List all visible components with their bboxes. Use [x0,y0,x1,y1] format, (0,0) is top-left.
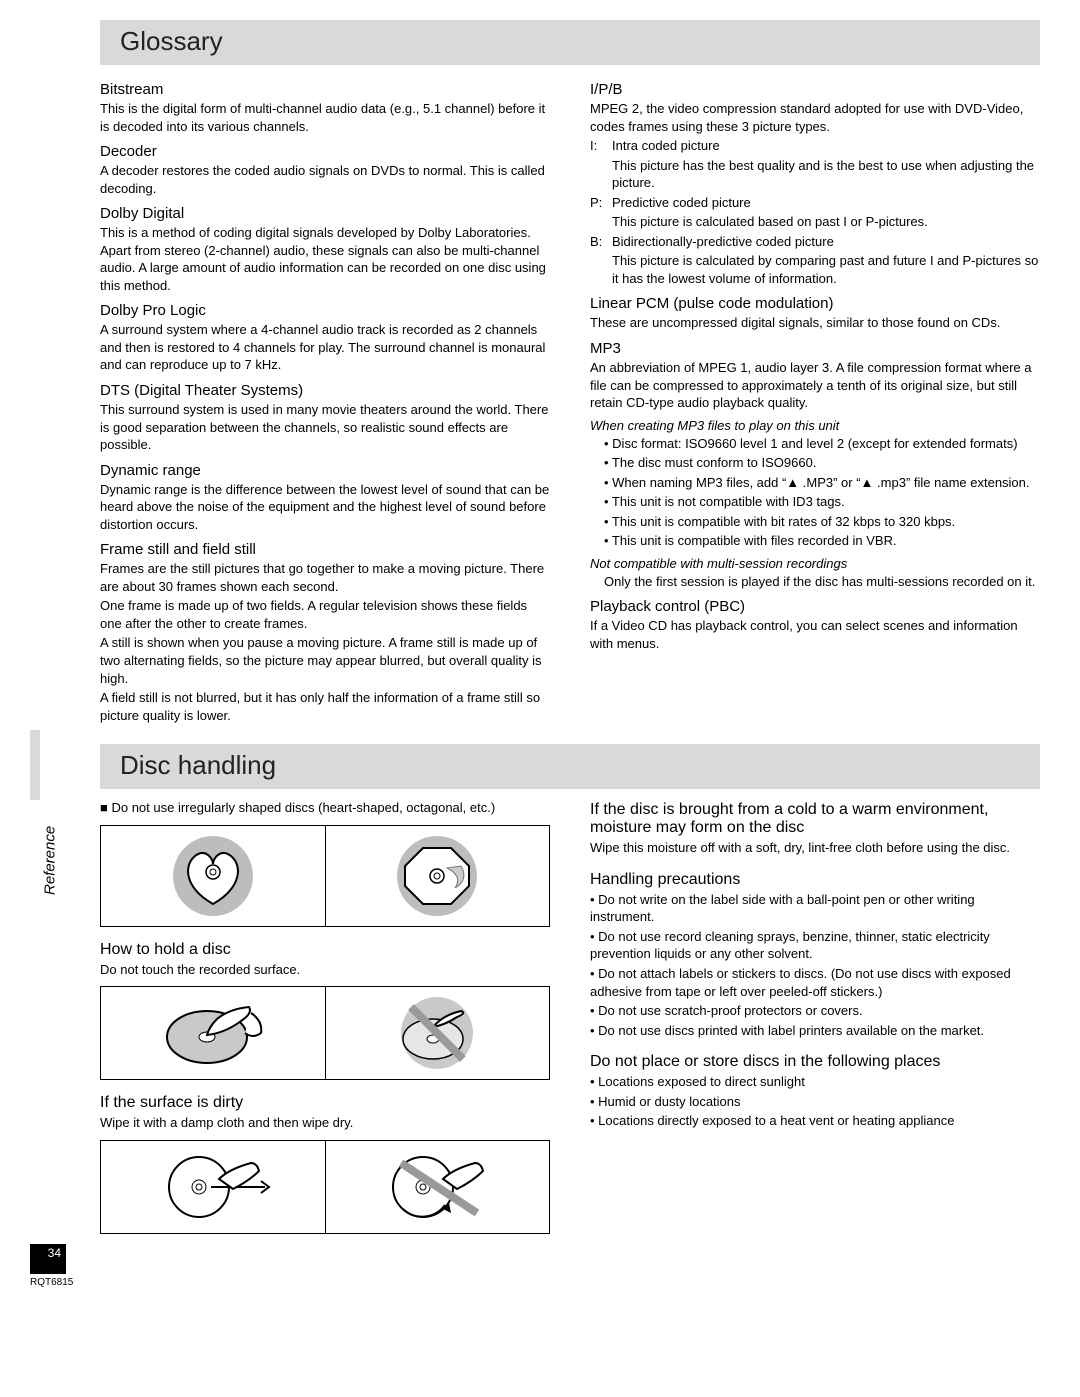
glossary-body: Dynamic range is the difference between … [100,481,550,534]
glossary-left-col: Bitstream This is the digital form of mul… [100,73,550,724]
hold-text: Do not touch the recorded surface. [100,961,550,979]
dirty-panel [100,1140,550,1234]
glossary-body: A still is shown when you pause a moving… [100,634,550,687]
glossary-term: Dolby Digital [100,205,550,222]
glossary-columns: Bitstream This is the digital form of mul… [100,73,1040,724]
glossary-term: Dynamic range [100,462,550,479]
glossary-term: Bitstream [100,81,550,98]
glossary-sub-body: • This unit is not compatible with ID3 t… [590,493,1040,511]
precaution-item: • Do not use scratch-proof protectors or… [590,1002,1040,1020]
glossary-term: Decoder [100,143,550,160]
store-heading: Do not place or store discs in the follo… [590,1053,1040,1071]
dirty-text: Wipe it with a damp cloth and then wipe … [100,1114,550,1132]
hold-heading: How to hold a disc [100,941,550,959]
glossary-sub-body: • This unit is compatible with files rec… [590,532,1040,550]
glossary-sub-body: • This unit is compatible with bit rates… [590,513,1040,531]
wipe-wrong-icon [357,1147,517,1227]
dirty-heading: If the surface is dirty [100,1094,550,1112]
glossary-body: A field still is not blurred, but it has… [100,689,550,724]
irregular-disc-panel [100,825,550,927]
glossary-body: A decoder restores the coded audio signa… [100,162,550,197]
disc-left-col: ■ Do not use irregularly shaped discs (h… [100,797,550,1234]
octagon-disc-icon [357,832,517,920]
reference-tab: Reference [40,790,60,930]
glossary-sub: B:Bidirectionally-predictive coded pictu… [590,233,1040,251]
glossary-term: I/P/B [590,81,1040,98]
glossary-sub-body: • When naming MP3 files, add “▲ .MP3” or… [590,474,1040,492]
precautions-heading: Handling precautions [590,871,1040,889]
glossary-subhead: When creating MP3 files to play on this … [590,418,1040,433]
store-item: • Locations directly exposed to a heat v… [590,1112,1040,1130]
precaution-item: • Do not use record cleaning sprays, ben… [590,928,1040,963]
glossary-sub-body: • Disc format: ISO9660 level 1 and level… [590,435,1040,453]
precaution-item: • Do not attach labels or stickers to di… [590,965,1040,1000]
store-item: • Humid or dusty locations [590,1093,1040,1111]
store-item: • Locations exposed to direct sunlight [590,1073,1040,1091]
glossary-sub: I:Intra coded picture [590,137,1040,155]
glossary-body: MPEG 2, the video compression standard a… [590,100,1040,135]
store-list: • Locations exposed to direct sunlight • … [590,1073,1040,1130]
condense-text: Wipe this moisture off with a soft, dry,… [590,839,1040,857]
glossary-body: This is a method of coding digital signa… [100,224,550,294]
glossary-right-col: I/P/B MPEG 2, the video compression stand… [590,73,1040,724]
glossary-term: Playback control (PBC) [590,598,1040,615]
glossary-body: If a Video CD has playback control, you … [590,617,1040,652]
condense-heading: If the disc is brought from a cold to a … [590,801,1040,837]
glossary-body: These are uncompressed digital signals, … [590,314,1040,332]
hold-wrong-icon [357,993,517,1073]
side-strip [30,730,40,800]
glossary-body: An abbreviation of MPEG 1, audio layer 3… [590,359,1040,412]
glossary-sub: This picture is calculated by comparing … [590,252,1040,287]
glossary-term: Linear PCM (pulse code modulation) [590,295,1040,312]
precaution-item: • Do not use discs printed with label pr… [590,1022,1040,1040]
glossary-term: MP3 [590,340,1040,357]
page-model: RQT6815 [30,1277,73,1288]
glossary-sub: P:Predictive coded picture [590,194,1040,212]
disc-columns: ■ Do not use irregularly shaped discs (h… [100,797,1040,1234]
hold-panel [100,986,550,1080]
precaution-item: • Do not write on the label side with a … [590,891,1040,926]
disc-right-col: If the disc is brought from a cold to a … [590,797,1040,1234]
glossary-body: Frames are the still pictures that go to… [100,560,550,595]
page-number: 34 [30,1244,66,1274]
glossary-body: A surround system where a 4-channel audi… [100,321,550,374]
glossary-sub: This picture is calculated based on past… [590,213,1040,231]
glossary-term: Dolby Pro Logic [100,302,550,319]
glossary-sub-body: Only the first session is played if the … [590,573,1040,591]
precautions-list: • Do not write on the label side with a … [590,891,1040,1039]
disc-intro: ■ Do not use irregularly shaped discs (h… [100,799,550,817]
glossary-body: One frame is made up of two fields. A re… [100,597,550,632]
glossary-sub-body: • The disc must conform to ISO9660. [590,454,1040,472]
glossary-heading: Glossary [100,20,1040,65]
heart-disc-icon [133,832,293,920]
disc-heading: Disc handling [100,744,1040,789]
wipe-correct-icon [133,1147,293,1227]
glossary-term: Frame still and field still [100,541,550,558]
glossary-term: DTS (Digital Theater Systems) [100,382,550,399]
glossary-sub: This picture has the best quality and is… [590,157,1040,192]
glossary-body: This is the digital form of multi-channe… [100,100,550,135]
glossary-subhead: Not compatible with multi-session record… [590,556,1040,571]
hold-correct-icon [133,993,293,1073]
glossary-body: This surround system is used in many mov… [100,401,550,454]
